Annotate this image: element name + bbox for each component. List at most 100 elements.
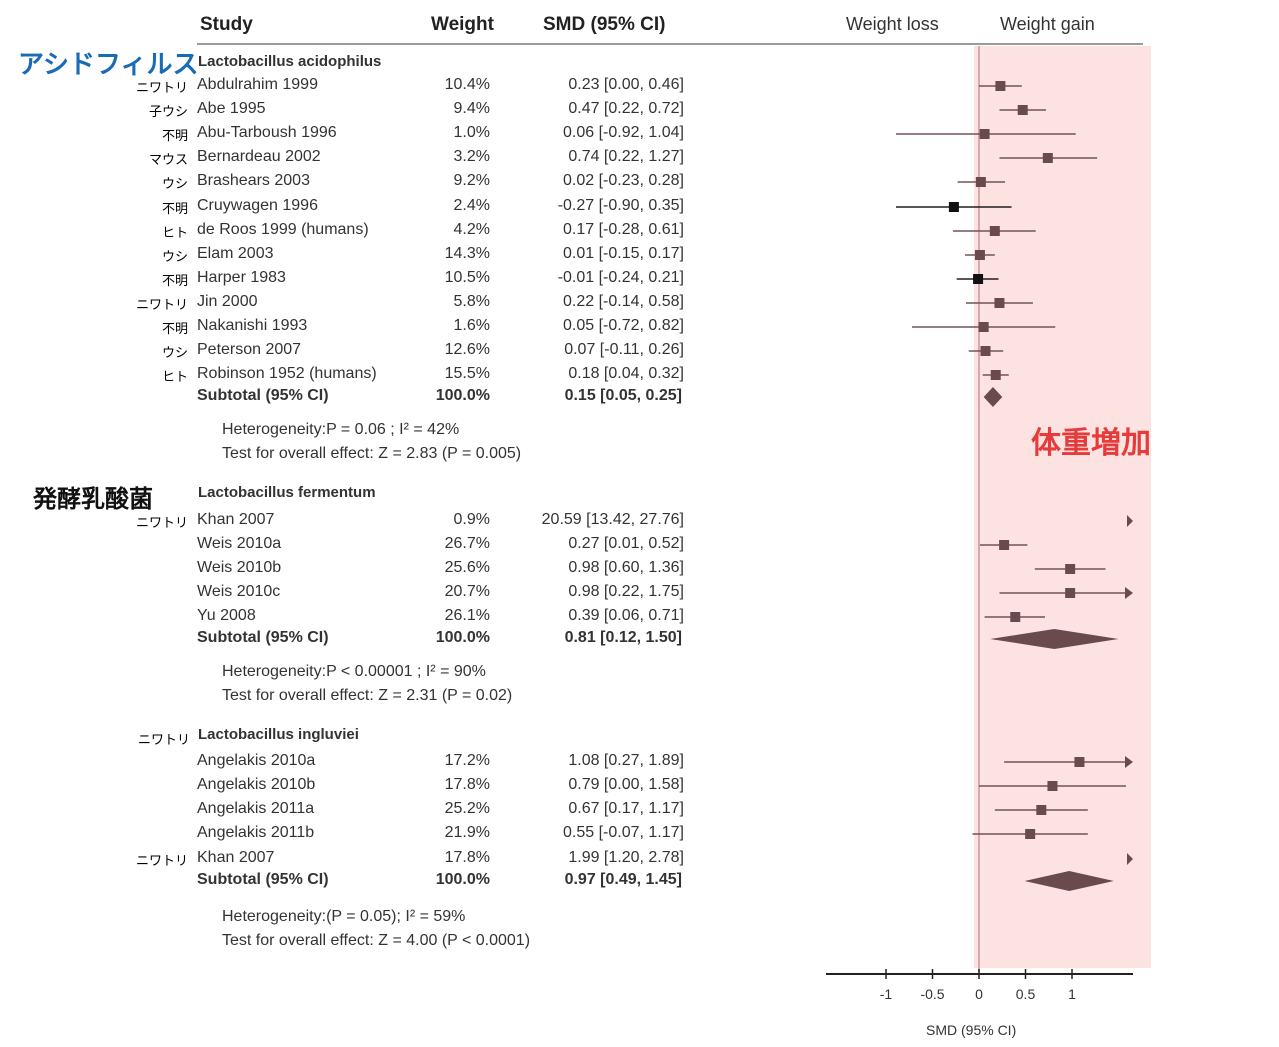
subtotal-diamond <box>990 629 1119 649</box>
point-estimate <box>1065 588 1076 598</box>
study-smd-ci: 0.55 [-0.07, 1.17] <box>563 824 684 841</box>
header-divider <box>197 43 1143 45</box>
x-axis-label: SMD (95% CI) <box>926 1022 1017 1038</box>
study-name: Weis 2010a <box>197 535 282 552</box>
study-weight: 3.2% <box>453 148 490 165</box>
study-weight: 20.7% <box>444 583 490 600</box>
group-title: Lactobacillus ingluviei <box>198 726 359 743</box>
study-weight: 17.8% <box>444 776 490 793</box>
group-jp-label: ニワトリ <box>137 732 190 747</box>
species-label: ヒト <box>161 225 188 240</box>
study-weight: 21.9% <box>444 824 490 841</box>
point-estimate <box>994 298 1005 308</box>
subtotal-label: Subtotal (95% CI) <box>197 629 329 646</box>
point-estimate <box>1010 612 1021 622</box>
study-name: Peterson 2007 <box>197 341 302 358</box>
weight-gain-annotation: 体重増加 <box>1031 427 1151 460</box>
subtotal-weight: 100.0% <box>435 871 490 888</box>
subtotal-label: Subtotal (95% CI) <box>197 387 329 404</box>
study-name: Yu 2008 <box>197 607 256 624</box>
group-jp-label: 発酵乳酸菌 <box>33 486 153 513</box>
point-estimate <box>975 177 986 187</box>
species-label: ニワトリ <box>135 853 188 868</box>
study-weight: 9.2% <box>453 172 490 189</box>
species-label: 子ウシ <box>148 104 188 119</box>
study-smd-ci: 0.17 [-0.28, 0.61] <box>563 221 684 238</box>
species-label: 不明 <box>161 321 188 336</box>
species-label: ウシ <box>161 176 188 191</box>
x-tick-label: 0 <box>975 986 983 1002</box>
group-title: Lactobacillus fermentum <box>198 484 376 501</box>
point-estimate <box>1047 781 1058 791</box>
study-smd-ci: 1.08 [0.27, 1.89] <box>568 752 684 769</box>
study-smd-ci: 0.02 [-0.23, 0.28] <box>563 172 684 189</box>
point-estimate <box>999 540 1010 550</box>
weight-gain-region <box>974 46 1151 968</box>
point-estimate <box>1036 805 1047 815</box>
study-smd-ci: 0.39 [0.06, 0.71] <box>568 607 684 624</box>
point-estimate <box>974 250 985 260</box>
study-weight: 1.0% <box>453 124 490 141</box>
column-header-study: Study <box>200 14 253 35</box>
overall-effect-text: Test for overall effect: Z = 2.83 (P = 0… <box>222 445 522 462</box>
study-name: Robinson 1952 (humans) <box>197 365 377 382</box>
study-weight: 25.2% <box>444 800 490 817</box>
label-weight-loss: Weight loss <box>846 14 939 34</box>
point-estimate <box>1042 153 1053 163</box>
subtotal-diamond <box>1024 871 1114 891</box>
heterogeneity-text: Heterogeneity:(P = 0.05); I² = 59% <box>222 908 466 925</box>
study-name: Weis 2010c <box>197 583 281 600</box>
study-name: Angelakis 2010a <box>197 752 316 769</box>
point-estimate <box>978 322 989 332</box>
study-name: Abe 1995 <box>197 100 266 117</box>
study-weight: 14.3% <box>444 245 490 262</box>
subtotal-smd-ci: 0.81 [0.12, 1.50] <box>564 629 682 646</box>
species-label: 不明 <box>161 128 188 143</box>
study-weight: 9.4% <box>453 100 490 117</box>
study-name: Angelakis 2011a <box>197 800 315 817</box>
study-smd-ci: 0.27 [0.01, 0.52] <box>568 535 684 552</box>
study-weight: 10.5% <box>444 269 490 286</box>
x-tick-label: -1 <box>880 986 893 1002</box>
point-estimate <box>979 129 990 139</box>
study-smd-ci: 0.47 [0.22, 0.72] <box>568 100 684 117</box>
study-name: Khan 2007 <box>197 849 275 866</box>
study-smd-ci: 0.98 [0.60, 1.36] <box>568 559 684 576</box>
point-estimate <box>990 370 1001 380</box>
study-weight: 0.9% <box>453 511 490 528</box>
study-smd-ci: 1.99 [1.20, 2.78] <box>568 849 684 866</box>
study-weight: 1.6% <box>453 317 490 334</box>
study-name: Nakanishi 1993 <box>197 317 308 334</box>
subtotal-smd-ci: 0.97 [0.49, 1.45] <box>564 871 682 888</box>
study-smd-ci: 0.01 [-0.15, 0.17] <box>563 245 684 262</box>
study-name: Harper 1983 <box>197 269 286 286</box>
study-name: Abu-Tarboush 1996 <box>197 124 337 141</box>
study-smd-ci: 0.05 [-0.72, 0.82] <box>563 317 684 334</box>
x-tick-label: 0.5 <box>1016 986 1036 1002</box>
study-smd-ci: 0.18 [0.04, 0.32] <box>568 365 684 382</box>
point-estimate <box>1065 564 1076 574</box>
study-weight: 26.1% <box>444 607 490 624</box>
study-weight: 15.5% <box>444 365 490 382</box>
heterogeneity-text: Heterogeneity:P < 0.00001 ; I² = 90% <box>222 663 486 680</box>
study-name: Jin 2000 <box>197 293 258 310</box>
study-name: Elam 2003 <box>197 245 274 262</box>
group-title: Lactobacillus acidophilus <box>198 53 382 70</box>
study-smd-ci: 0.79 [0.00, 1.58] <box>568 776 684 793</box>
study-smd-ci: 0.67 [0.17, 1.17] <box>568 800 684 817</box>
x-tick-label: -0.5 <box>920 986 944 1002</box>
heterogeneity-text: Heterogeneity:P = 0.06 ; I² = 42% <box>222 421 460 438</box>
species-label: ヒト <box>161 369 188 384</box>
study-smd-ci: 0.98 [0.22, 1.75] <box>568 583 684 600</box>
point-estimate <box>973 274 984 284</box>
study-smd-ci: 0.22 [-0.14, 0.58] <box>563 293 684 310</box>
subtotal-smd-ci: 0.15 [0.05, 0.25] <box>564 387 682 404</box>
species-label: 不明 <box>161 201 188 216</box>
study-name: Khan 2007 <box>197 511 275 528</box>
study-name: Weis 2010b <box>197 559 282 576</box>
ci-arrow <box>1125 587 1133 599</box>
study-weight: 2.4% <box>453 197 490 214</box>
species-label: ニワトリ <box>135 515 188 530</box>
ci-arrow <box>1125 756 1133 768</box>
